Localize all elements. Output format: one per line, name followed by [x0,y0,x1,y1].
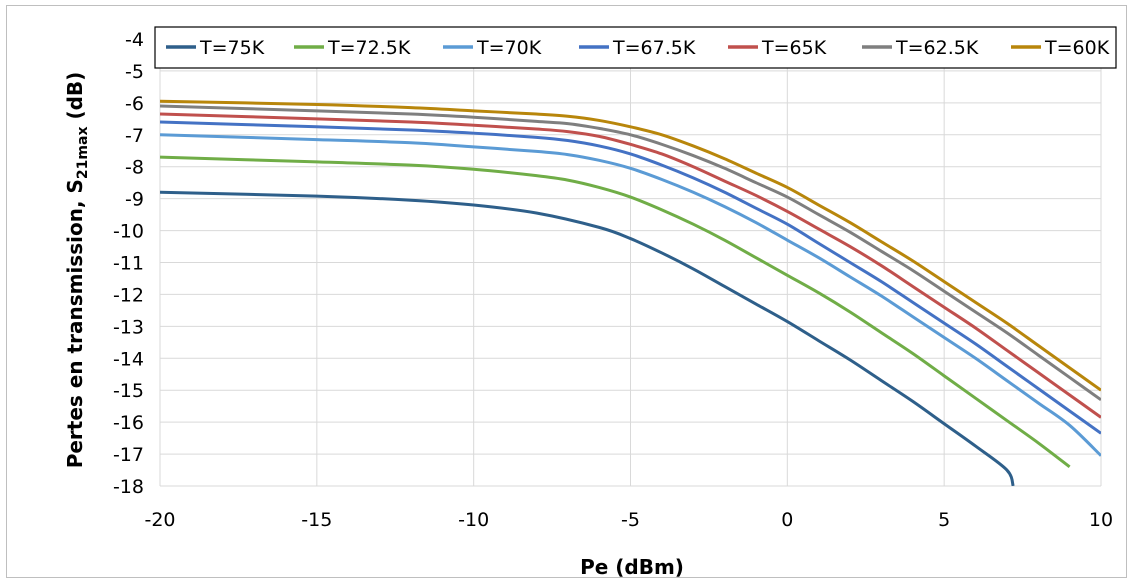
legend-item: T=67.5K [579,37,696,59]
legend-label: T=67.5K [612,37,696,59]
grid [159,38,1102,487]
x-tick-label: 10 [1089,509,1113,531]
y-tick-label: -17 [113,444,144,466]
legend-label: T=72.5K [327,37,411,59]
legend-label: T=75K [199,37,265,59]
legend-label: T=60K [1044,37,1110,59]
y-tick-label: -8 [125,157,144,179]
y-tick-label: -15 [113,380,144,402]
legend: T=75K T=72.5K T=70K T=67.5K T=65K T=62.5K T=60… [154,26,1117,69]
legend-item: T=60K [1011,37,1110,59]
y-axis-title-symbol: S [63,179,87,193]
y-tick-label: -6 [125,93,144,115]
x-tick-label: 0 [781,509,793,531]
legend-label: T=65K [761,37,827,59]
y-tick-labels: -4 -5 -6 -7 -8 -9 -10 -11 -12 -13 -14 -15 -16 -17 -18 [113,29,144,498]
x-tick-label: 5 [938,509,950,531]
legend-item: T=62.5K [862,37,979,59]
y-tick-label: -4 [125,29,144,51]
series-line-T=60K [160,99,1101,392]
y-tick-label: -9 [125,189,144,211]
x-tick-label: -20 [144,509,175,531]
series-lines [160,99,1101,486]
y-tick-label: -13 [113,316,144,338]
y-tick-label: -7 [125,125,144,147]
legend-item: T=75K [166,37,265,59]
x-tick-label: -5 [621,509,640,531]
y-axis-title-subscript: 21max [75,127,91,180]
chart-frame [6,5,1127,578]
series-line-T=67.5K [160,120,1101,435]
y-tick-label: -18 [113,476,144,498]
x-axis-title: Pe (dBm) [580,555,684,579]
y-axis-title-prefix: Pertes en transmission, [63,193,87,468]
y-axis-title-unit: (dB) [63,72,87,127]
y-tick-label: -16 [113,412,144,434]
legend-item: T=65K [728,37,827,59]
y-tick-label: -11 [113,253,144,275]
series-line-T=75K [160,190,1015,486]
legend-item: T=72.5K [294,37,411,59]
y-tick-label: -14 [113,348,144,370]
y-axis-title: Pertes en transmission, S21max (dB) [63,72,91,469]
series-line-T=65K [160,112,1101,419]
x-tick-label: -10 [458,509,489,531]
series-line-T=62.5K [160,104,1101,402]
series-line-T=70K [160,133,1101,457]
legend-label: T=62.5K [895,37,979,59]
x-tick-labels: -20 -15 -10 -5 0 5 10 [144,509,1113,531]
y-tick-label: -5 [125,61,144,83]
y-tick-label: -12 [113,284,144,306]
series-line-T=72.5K [160,155,1071,469]
legend-label: T=70K [476,37,542,59]
legend-item: T=70K [443,37,542,59]
svg-text:Pertes en transmission, S21max: Pertes en transmission, S21max (dB) [63,72,91,469]
y-tick-label: -10 [113,221,144,243]
x-tick-label: -15 [301,509,332,531]
